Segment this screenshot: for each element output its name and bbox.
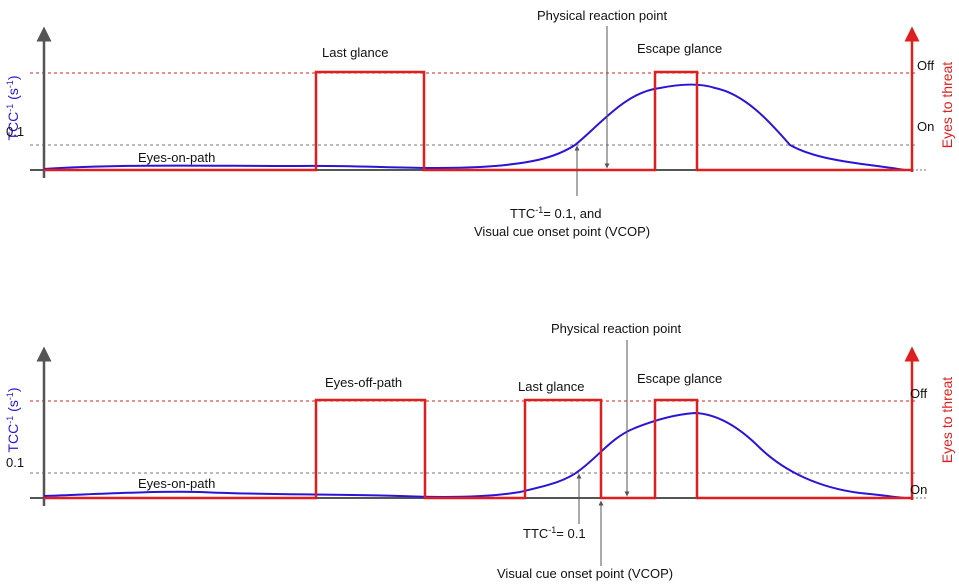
ttc-label: TTC-1= 0.1: [523, 525, 586, 541]
glance-label-3: Escape glance: [637, 371, 722, 386]
threshold-tick: 0.1: [6, 455, 24, 470]
ttc-label: TTC-1= 0.1, and: [510, 205, 602, 221]
y-axis-label: TCC-1 (s-1): [5, 387, 21, 452]
state-off-label: Off: [917, 58, 934, 73]
glance-label-2: Last glance: [518, 379, 585, 394]
right-axis-label: Eyes to threat: [939, 377, 955, 463]
threshold-tick: 0.1: [6, 124, 24, 139]
glance-label-1: Last glance: [322, 45, 389, 60]
glance-label-1: Eyes-off-path: [325, 375, 402, 390]
panel-top: TCC-1 (s-1) Eyes to threat 0.1 Off On Ey…: [5, 8, 955, 239]
state-on-label: On: [910, 482, 927, 497]
vcop-label: Visual cue onset point (VCOP): [497, 566, 673, 581]
state-off-label: Off: [910, 386, 927, 401]
state-on-label: On: [917, 119, 934, 134]
right-axis-label: Eyes to threat: [939, 62, 955, 148]
glance-label-2: Escape glance: [637, 41, 722, 56]
physical-reaction-label: Physical reaction point: [551, 321, 681, 336]
vcop-label: Visual cue onset point (VCOP): [474, 224, 650, 239]
physical-reaction-label: Physical reaction point: [537, 8, 667, 23]
eyes-on-path-label: Eyes-on-path: [138, 476, 215, 491]
panel-bottom: TCC-1 (s-1) Eyes to threat 0.1 Off On Ey…: [5, 321, 955, 581]
eyes-on-path-label: Eyes-on-path: [138, 150, 215, 165]
